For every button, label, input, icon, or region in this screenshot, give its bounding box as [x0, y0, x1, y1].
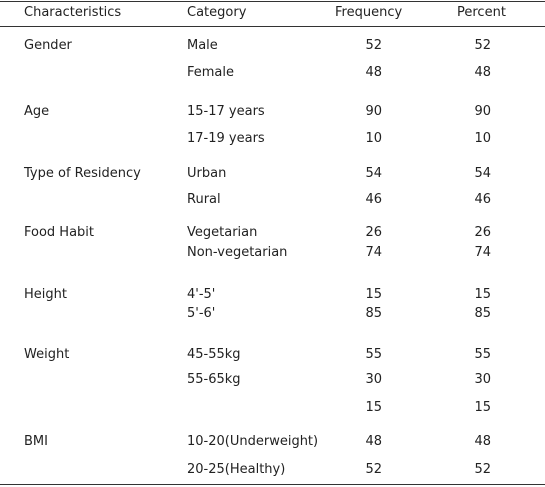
bottom-rule — [0, 484, 545, 485]
frequency: 48 — [365, 434, 382, 449]
frequency: 10 — [365, 131, 382, 146]
column-header: Characteristics — [24, 5, 122, 20]
frequency: 54 — [365, 166, 382, 181]
frequency: 74 — [365, 245, 382, 260]
frequency: 55 — [365, 347, 382, 362]
frequency: 85 — [365, 306, 382, 321]
category: Female — [187, 65, 235, 80]
frequency: 52 — [365, 38, 382, 53]
category: 4'-5' — [187, 287, 216, 302]
top-rule — [0, 1, 545, 2]
category: Vegetarian — [187, 225, 258, 240]
characteristic: Type of Residency — [24, 166, 141, 181]
category: 20-25(Healthy) — [187, 462, 286, 477]
percent: 52 — [474, 38, 491, 53]
percent: 26 — [474, 225, 491, 240]
characteristic: Height — [24, 287, 67, 302]
column-header: Category — [187, 5, 247, 20]
header-rule — [0, 26, 545, 27]
frequency: 52 — [365, 462, 382, 477]
frequency: 15 — [365, 400, 382, 415]
characteristic: Gender — [24, 38, 72, 53]
frequency: 48 — [365, 65, 382, 80]
percent: 55 — [474, 347, 491, 362]
frequency: 26 — [365, 225, 382, 240]
percent: 30 — [474, 372, 491, 387]
category: 5'-6' — [187, 306, 216, 321]
percent: 48 — [474, 65, 491, 80]
column-header: Frequency — [335, 5, 403, 20]
category: 45-55kg — [187, 347, 241, 362]
column-header: Percent — [457, 5, 506, 20]
frequency: 90 — [365, 104, 382, 119]
percent: 54 — [474, 166, 491, 181]
percent: 85 — [474, 306, 491, 321]
percent: 90 — [474, 104, 491, 119]
category: 10-20(Underweight) — [187, 434, 319, 449]
percent: 52 — [474, 462, 491, 477]
frequency: 46 — [365, 192, 382, 207]
category: 15-17 years — [187, 104, 265, 119]
category: 55-65kg — [187, 372, 241, 387]
frequency: 30 — [365, 372, 382, 387]
percent: 46 — [474, 192, 491, 207]
percent: 48 — [474, 434, 491, 449]
category: 17-19 years — [187, 131, 265, 146]
characteristic: Age — [24, 104, 50, 119]
category: Male — [187, 38, 218, 53]
percent: 15 — [474, 400, 491, 415]
category: Rural — [187, 192, 221, 207]
category: Non-vegetarian — [187, 245, 288, 260]
percent: 10 — [474, 131, 491, 146]
characteristic: BMI — [24, 434, 48, 449]
percent: 15 — [474, 287, 491, 302]
percent: 74 — [474, 245, 491, 260]
frequency: 15 — [365, 287, 382, 302]
characteristic: Food Habit — [24, 225, 95, 240]
characteristic: Weight — [24, 347, 70, 362]
category: Urban — [187, 166, 227, 181]
